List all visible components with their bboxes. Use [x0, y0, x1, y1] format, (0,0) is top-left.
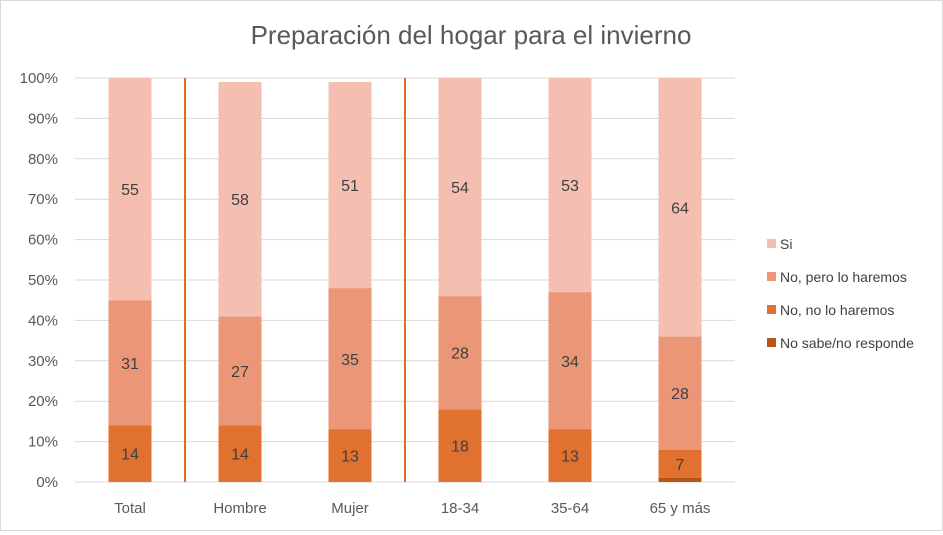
bar-segment: [218, 316, 262, 426]
chart-title: Preparación del hogar para el invierno: [251, 20, 692, 50]
bar-segment: [218, 425, 262, 482]
bar-segment: [328, 82, 372, 289]
y-tick-label: 40%: [28, 312, 58, 329]
x-tick-label: Total: [114, 500, 146, 517]
bar-segment: [658, 336, 702, 450]
y-tick-label: 20%: [28, 393, 58, 410]
y-tick-label: 100%: [20, 70, 58, 87]
legend: Si No, pero lo haremos No, no lo haremos No…: [767, 236, 914, 351]
bar-segment: [658, 477, 702, 482]
bar-segment: [548, 292, 592, 430]
bar-segment: [548, 78, 592, 293]
x-tick-label: 35-64: [551, 500, 589, 517]
legend-label: No sabe/no responde: [780, 335, 914, 351]
data-label: 53: [561, 178, 579, 195]
data-label: 13: [561, 449, 579, 466]
x-tick-label: 65 y más: [650, 500, 711, 517]
bar-segment: [108, 300, 152, 426]
data-label: 55: [121, 182, 139, 199]
data-label: 51: [341, 178, 359, 195]
y-tick-label: 70%: [28, 191, 58, 208]
data-label: 64: [671, 200, 689, 217]
x-tick-label: Hombre: [213, 500, 266, 517]
y-tick-label: 90%: [28, 110, 58, 127]
legend-label: Si: [780, 236, 792, 252]
legend-swatch: [767, 272, 776, 281]
data-label: 28: [671, 386, 689, 403]
data-label: 28: [451, 346, 469, 363]
data-label: 34: [561, 354, 579, 371]
bar-segment: [328, 288, 372, 430]
data-label: 27: [231, 364, 249, 381]
bar-segment: [658, 449, 702, 478]
data-label: 13: [341, 449, 359, 466]
y-tick-label: 80%: [28, 151, 58, 168]
bar-segment: [438, 296, 482, 410]
bar-segment: [328, 429, 372, 482]
legend-label: No, no lo haremos: [780, 302, 894, 318]
bar-segment: [108, 78, 152, 301]
data-label: 18: [451, 439, 469, 456]
y-tick-label: 0%: [36, 474, 58, 491]
data-label: 35: [341, 352, 359, 369]
legend-swatch: [767, 338, 776, 347]
y-tick-label: 50%: [28, 272, 58, 289]
x-tick-label: 18-34: [441, 500, 479, 517]
bar-segment: [658, 78, 702, 337]
bar-segment: [218, 82, 262, 317]
axes: 0% 10% 20% 30% 40% 50% 60% 70% 80% 90% 100% Total Ho…: [20, 70, 711, 517]
y-tick-label: 60%: [28, 232, 58, 249]
legend-swatch: [767, 305, 776, 314]
x-tick-label: Mujer: [331, 500, 369, 517]
data-label: 54: [451, 180, 469, 197]
data-label: 14: [121, 447, 139, 464]
legend-swatch: [767, 239, 776, 248]
legend-label: No, pero lo haremos: [780, 269, 907, 285]
data-label: 31: [121, 356, 139, 373]
bars: 14 31 55 14 27 58 13 35 51 18 28 54 13 34 53 7 28 64: [108, 78, 702, 482]
bar-segment: [438, 78, 482, 297]
data-label: 7: [676, 457, 685, 474]
data-label: 14: [231, 447, 249, 464]
group-separators: [184, 78, 406, 482]
y-tick-label: 10%: [28, 434, 58, 451]
bar-segment: [548, 429, 592, 482]
y-tick-label: 30%: [28, 353, 58, 370]
bar-segment: [438, 409, 482, 482]
data-label: 58: [231, 192, 249, 209]
bar-segment: [108, 425, 152, 482]
